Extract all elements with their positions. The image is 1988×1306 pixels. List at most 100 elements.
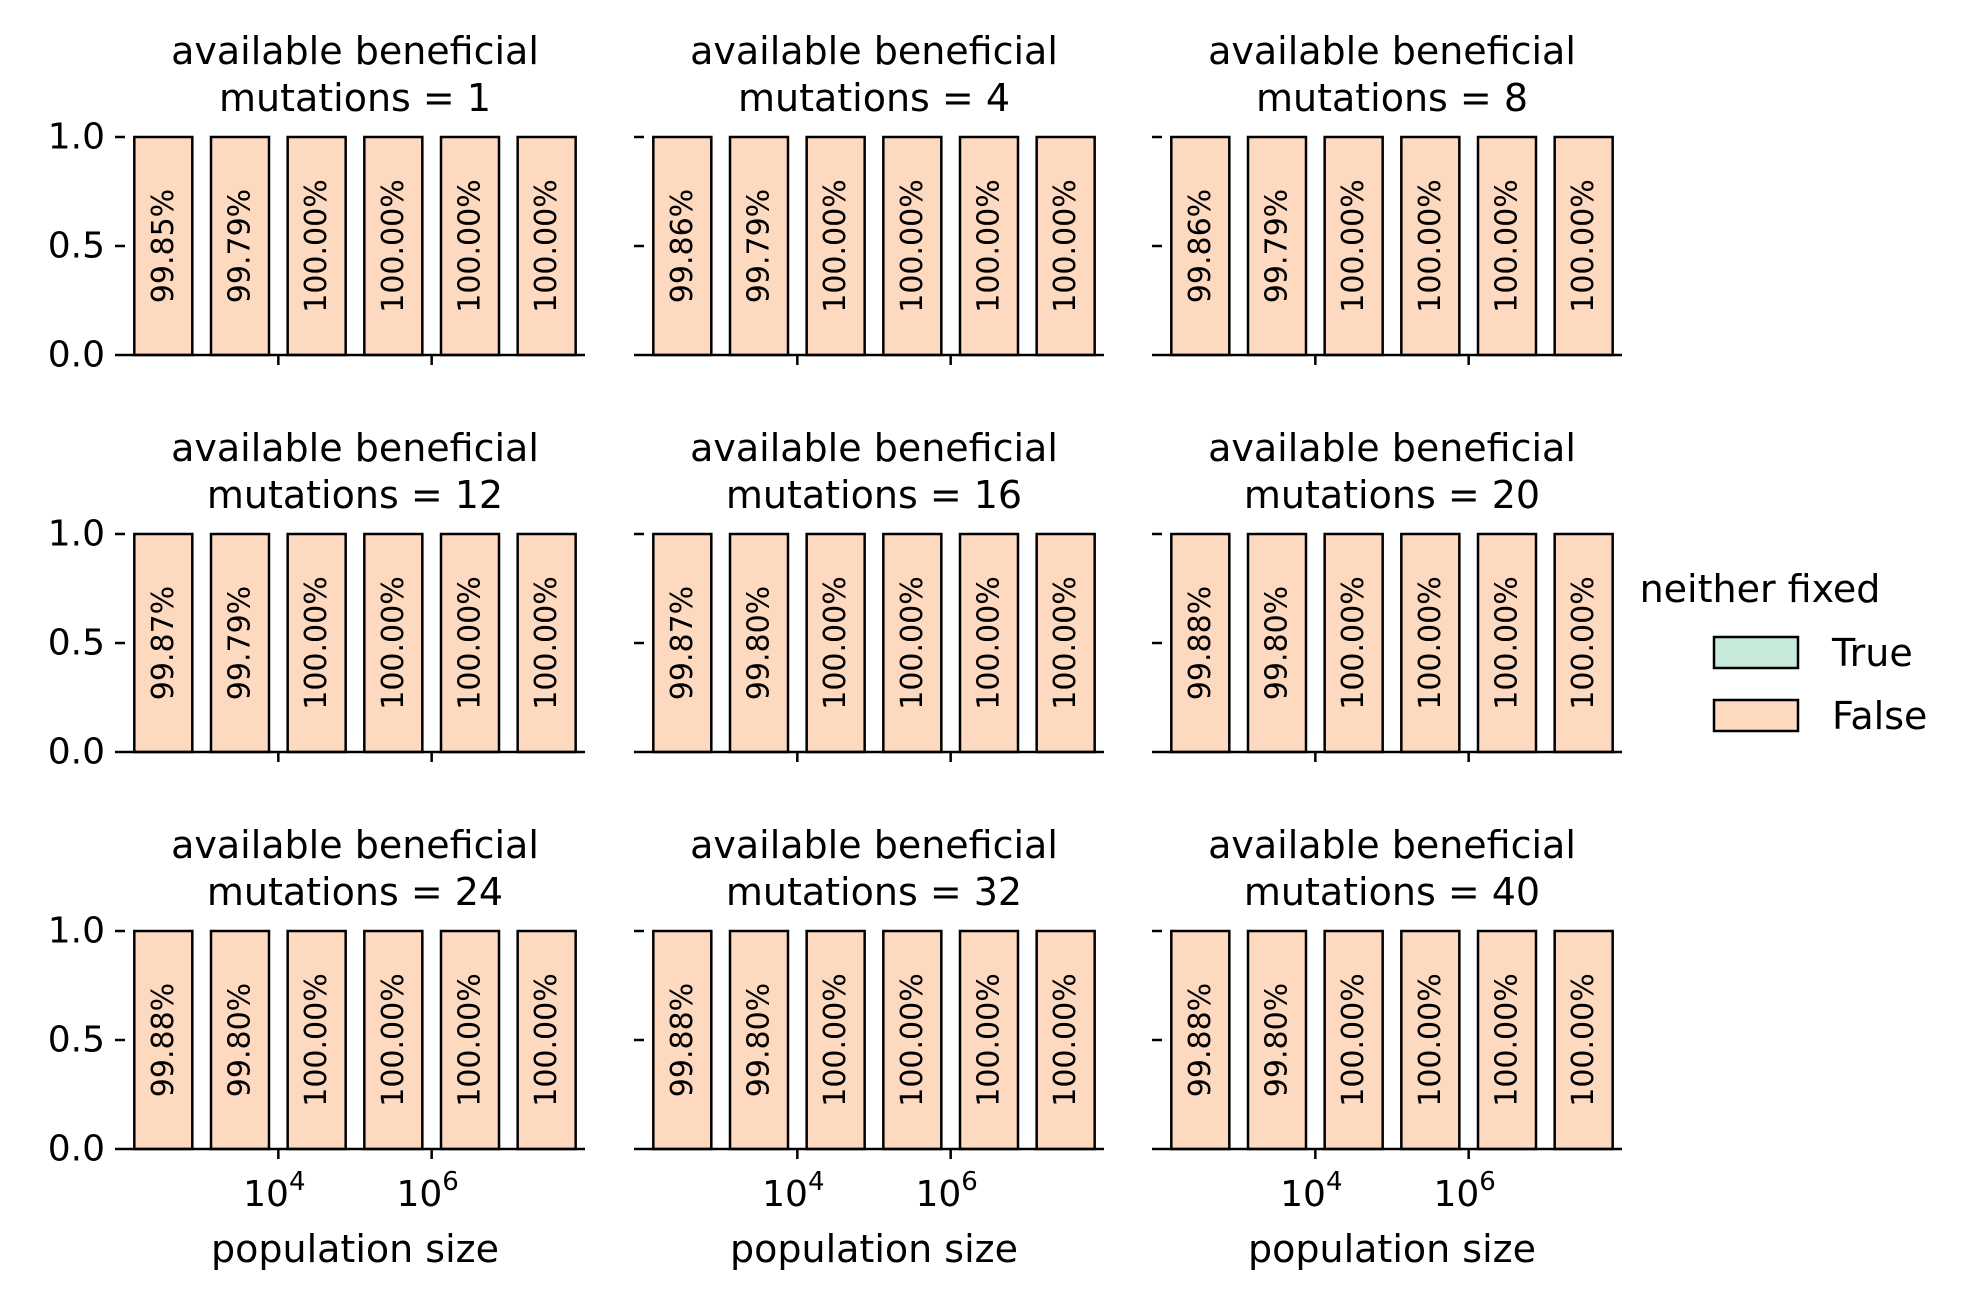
bar — [1400, 135, 1461, 357]
y-tick-label: 1.0 — [48, 911, 105, 952]
bar — [882, 135, 943, 357]
panel-title-line1: available beneficial — [171, 426, 539, 470]
x-tick-label: 104 — [762, 1167, 824, 1215]
bar-data-label: 99.80% — [222, 983, 257, 1097]
x-tick-exponent: 6 — [1479, 1167, 1496, 1197]
bar — [133, 929, 194, 1151]
bar-data-label: 100.00% — [972, 179, 1007, 312]
bar-data-label: 100.00% — [299, 973, 334, 1106]
bar — [1170, 929, 1231, 1151]
panel-title-line1: available beneficial — [690, 426, 1058, 470]
bar-data-label: 100.00% — [529, 973, 564, 1106]
bar — [1400, 532, 1461, 754]
x-tick-base: 10 — [396, 1174, 442, 1215]
bar — [1170, 532, 1231, 754]
bar — [363, 135, 424, 357]
bar-data-label: 100.00% — [1490, 973, 1525, 1106]
panel-title-line2: mutations = 24 — [207, 870, 503, 914]
bar — [363, 929, 424, 1151]
bar — [958, 929, 1020, 1151]
bar-data-label: 99.79% — [222, 586, 257, 700]
bar-data-label: 99.88% — [665, 983, 700, 1097]
bar — [133, 532, 194, 754]
bar-data-label: 99.88% — [1183, 983, 1218, 1097]
bar-data-label: 99.88% — [1183, 586, 1218, 700]
x-tick-exponent: 6 — [442, 1167, 459, 1197]
bar — [516, 929, 577, 1151]
bar-data-label: 99.85% — [146, 189, 181, 303]
panel-title-line1: available beneficial — [1208, 426, 1576, 470]
bar — [516, 135, 577, 357]
panel-title-line2: mutations = 20 — [1244, 473, 1540, 517]
bar — [728, 135, 790, 357]
bar — [1323, 929, 1384, 1151]
bar-data-label: 100.00% — [1413, 179, 1448, 312]
panel-title-line1: available beneficial — [690, 29, 1058, 73]
x-tick-label: 106 — [915, 1167, 977, 1215]
panel-title-line2: mutations = 4 — [738, 76, 1010, 120]
bar — [728, 532, 790, 754]
legend-items: True False — [1712, 631, 1927, 738]
bar-data-label: 99.80% — [1259, 586, 1294, 700]
bar-data-label: 100.00% — [1490, 179, 1525, 312]
legend-item-label: False — [1832, 694, 1927, 738]
y-tick-label: 0.5 — [48, 226, 105, 267]
panel-title-line2: mutations = 12 — [207, 473, 503, 517]
bar-data-label: 100.00% — [972, 576, 1007, 709]
bar-data-label: 99.87% — [665, 586, 700, 700]
legend: neither fixed True False — [1640, 567, 1928, 738]
bar-data-label: 100.00% — [895, 576, 930, 709]
bar-data-label: 100.00% — [1566, 179, 1601, 312]
panels: available beneficial mutations = 1 99.85% 9… — [48, 29, 1622, 1271]
y-tick-label: 0.5 — [48, 1020, 105, 1061]
bar-data-label: 99.80% — [741, 586, 776, 700]
x-tick-exponent: 6 — [961, 1167, 978, 1197]
bar-data-label: 100.00% — [818, 576, 853, 709]
x-axis-label: population size — [730, 1227, 1018, 1271]
x-tick-base: 10 — [243, 1174, 289, 1215]
bar-data-label: 99.79% — [1259, 189, 1294, 303]
legend-swatch — [1712, 698, 1800, 733]
bar-data-label: 100.00% — [972, 973, 1007, 1106]
panel-title-line2: mutations = 16 — [726, 473, 1022, 517]
bar-data-label: 100.00% — [453, 973, 488, 1106]
bar-data-label: 100.00% — [376, 576, 411, 709]
bar — [1400, 929, 1461, 1151]
panel-title-line2: mutations = 1 — [219, 76, 491, 120]
x-tick-label: 106 — [1433, 1167, 1495, 1215]
bar-data-label: 100.00% — [1490, 576, 1525, 709]
y-tick-label: 0.0 — [48, 1129, 105, 1170]
x-tick-label: 104 — [1280, 1167, 1342, 1215]
y-tick-label: 1.0 — [48, 514, 105, 555]
bar-data-label: 100.00% — [818, 179, 853, 312]
y-tick-label: 1.0 — [48, 117, 105, 158]
y-tick-label: 0.5 — [48, 623, 105, 664]
x-axis-label: population size — [1248, 1227, 1536, 1271]
bar — [805, 929, 866, 1151]
bar-data-label: 100.00% — [1413, 973, 1448, 1106]
x-tick-exponent: 4 — [289, 1167, 306, 1197]
bar-data-label: 100.00% — [299, 179, 334, 312]
bar — [133, 135, 194, 357]
bar — [1476, 135, 1538, 357]
x-tick-exponent: 4 — [1326, 1167, 1343, 1197]
bar-data-label: 100.00% — [376, 179, 411, 312]
panel-title-line1: available beneficial — [1208, 29, 1576, 73]
legend-swatch — [1712, 635, 1800, 670]
x-axis-label: population size — [211, 1227, 499, 1271]
bar-data-label: 99.86% — [665, 189, 700, 303]
bar-data-label: 100.00% — [1336, 973, 1371, 1106]
bar — [1035, 135, 1096, 357]
bar-data-label: 100.00% — [453, 179, 488, 312]
bar-data-label: 99.79% — [222, 189, 257, 303]
bar-data-label: 100.00% — [1336, 179, 1371, 312]
bar — [1476, 532, 1538, 754]
bar-data-label: 100.00% — [1048, 973, 1083, 1106]
